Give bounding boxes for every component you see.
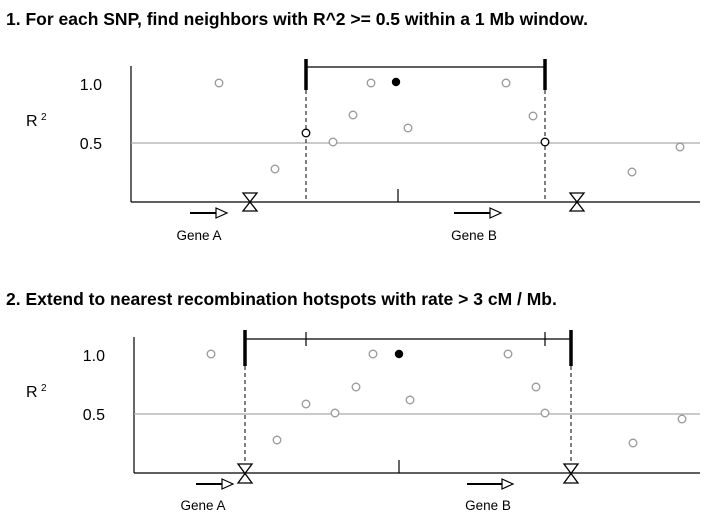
snp-point xyxy=(503,349,513,359)
snp-point xyxy=(328,137,338,147)
gene-a-label: Gene A xyxy=(176,228,221,243)
gene-b-label: Gene B xyxy=(465,498,511,513)
snp-point xyxy=(677,414,687,424)
y-tick-1: 1.0 xyxy=(80,77,102,94)
index-snp xyxy=(394,349,404,359)
extended-bracket xyxy=(243,330,573,366)
snp-point xyxy=(206,349,216,359)
window-boundary-snp xyxy=(540,137,550,147)
snp-point xyxy=(270,164,280,174)
panel-2: R 2 1.0 0.5 xyxy=(26,330,700,513)
gene-b-label: Gene B xyxy=(451,228,497,243)
y-axis-label-sup: 2 xyxy=(41,383,47,394)
snp-point xyxy=(330,408,340,418)
y-tick-05: 0.5 xyxy=(83,407,105,424)
snp-point xyxy=(540,408,550,418)
y-axis-label: R xyxy=(26,384,38,401)
y-axis-label-sup: 2 xyxy=(41,112,47,123)
gene-a-label: Gene A xyxy=(180,498,225,513)
step-1-title: 1. For each SNP, find neighbors with R^2… xyxy=(6,9,588,29)
snp-point xyxy=(675,142,685,152)
snp-point xyxy=(301,399,311,409)
hotspot-icon xyxy=(236,463,254,484)
panel-1: R 2 1.0 0.5 xyxy=(26,59,700,243)
hotspot-icon xyxy=(562,463,580,484)
y-tick-05: 0.5 xyxy=(80,136,102,153)
y-axis-label: R xyxy=(26,113,38,130)
gene-a: Gene A xyxy=(176,207,229,243)
snp-point xyxy=(627,167,637,177)
snp-point xyxy=(531,382,541,392)
gene-a: Gene A xyxy=(180,478,235,513)
gene-b: Gene B xyxy=(451,207,503,243)
snp-point xyxy=(368,349,378,359)
snp-point xyxy=(403,123,413,133)
snp-point xyxy=(366,78,376,88)
snp-point xyxy=(214,78,224,88)
snp-point xyxy=(528,111,538,121)
step-2-title: 2. Extend to nearest recombination hotsp… xyxy=(6,289,557,309)
window-boundary-snp xyxy=(301,128,311,138)
index-snp xyxy=(391,77,401,87)
snp-point xyxy=(628,438,638,448)
window-bracket xyxy=(304,59,547,90)
snp-point xyxy=(351,382,361,392)
snp-point xyxy=(501,78,511,88)
hotspot-icon xyxy=(241,192,259,212)
snp-point xyxy=(348,110,358,120)
hotspot-icon xyxy=(568,192,586,212)
gene-b: Gene B xyxy=(465,478,515,513)
snp-point xyxy=(272,435,282,445)
y-tick-1: 1.0 xyxy=(83,348,105,365)
snp-point xyxy=(405,395,415,405)
